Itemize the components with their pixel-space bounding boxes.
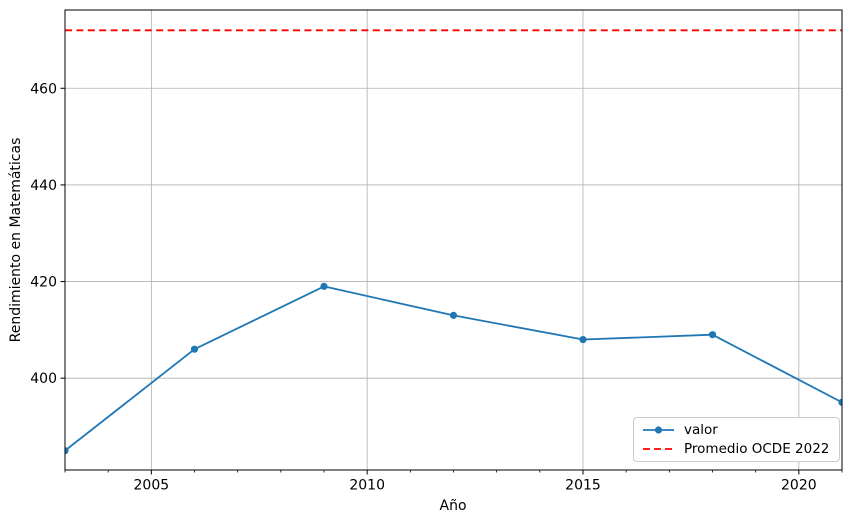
x-tick-label: 2005 [134,478,170,494]
plot-border [64,9,843,471]
data-point-marker [190,345,199,353]
legend-label-promedio-ocde: Promedio OCDE 2022 [684,440,830,457]
y-tick-label: 460 [30,81,57,97]
x-axis-label: Año [439,498,467,514]
series-group [65,282,842,455]
legend-marker-sample [654,426,663,434]
data-point-marker [65,447,69,455]
x-tick-label: 2010 [349,478,385,494]
y-tick-label: 440 [30,178,57,194]
data-point-marker [579,335,587,344]
y-tick-label: 400 [30,371,57,387]
x-tick-label: 2015 [565,478,601,494]
data-point-marker [449,311,458,319]
dashed-line-swatch-icon [643,447,674,450]
data-point-marker [838,398,842,406]
legend-label-valor: valor [684,422,718,439]
legend: valor Promedio OCDE 2022 [633,417,840,462]
legend-item-promedio-ocde: Promedio OCDE 2022 [642,440,831,458]
data-point-marker [320,282,328,290]
line-marker-swatch-icon [643,426,674,434]
x-tick-label: 2020 [781,478,817,494]
y-tick-label: 420 [30,275,57,291]
legend-item-valor: valor [642,421,831,439]
y-axis-label: Rendimiento en Matemáticas [8,137,24,343]
data-point-marker [708,331,717,339]
